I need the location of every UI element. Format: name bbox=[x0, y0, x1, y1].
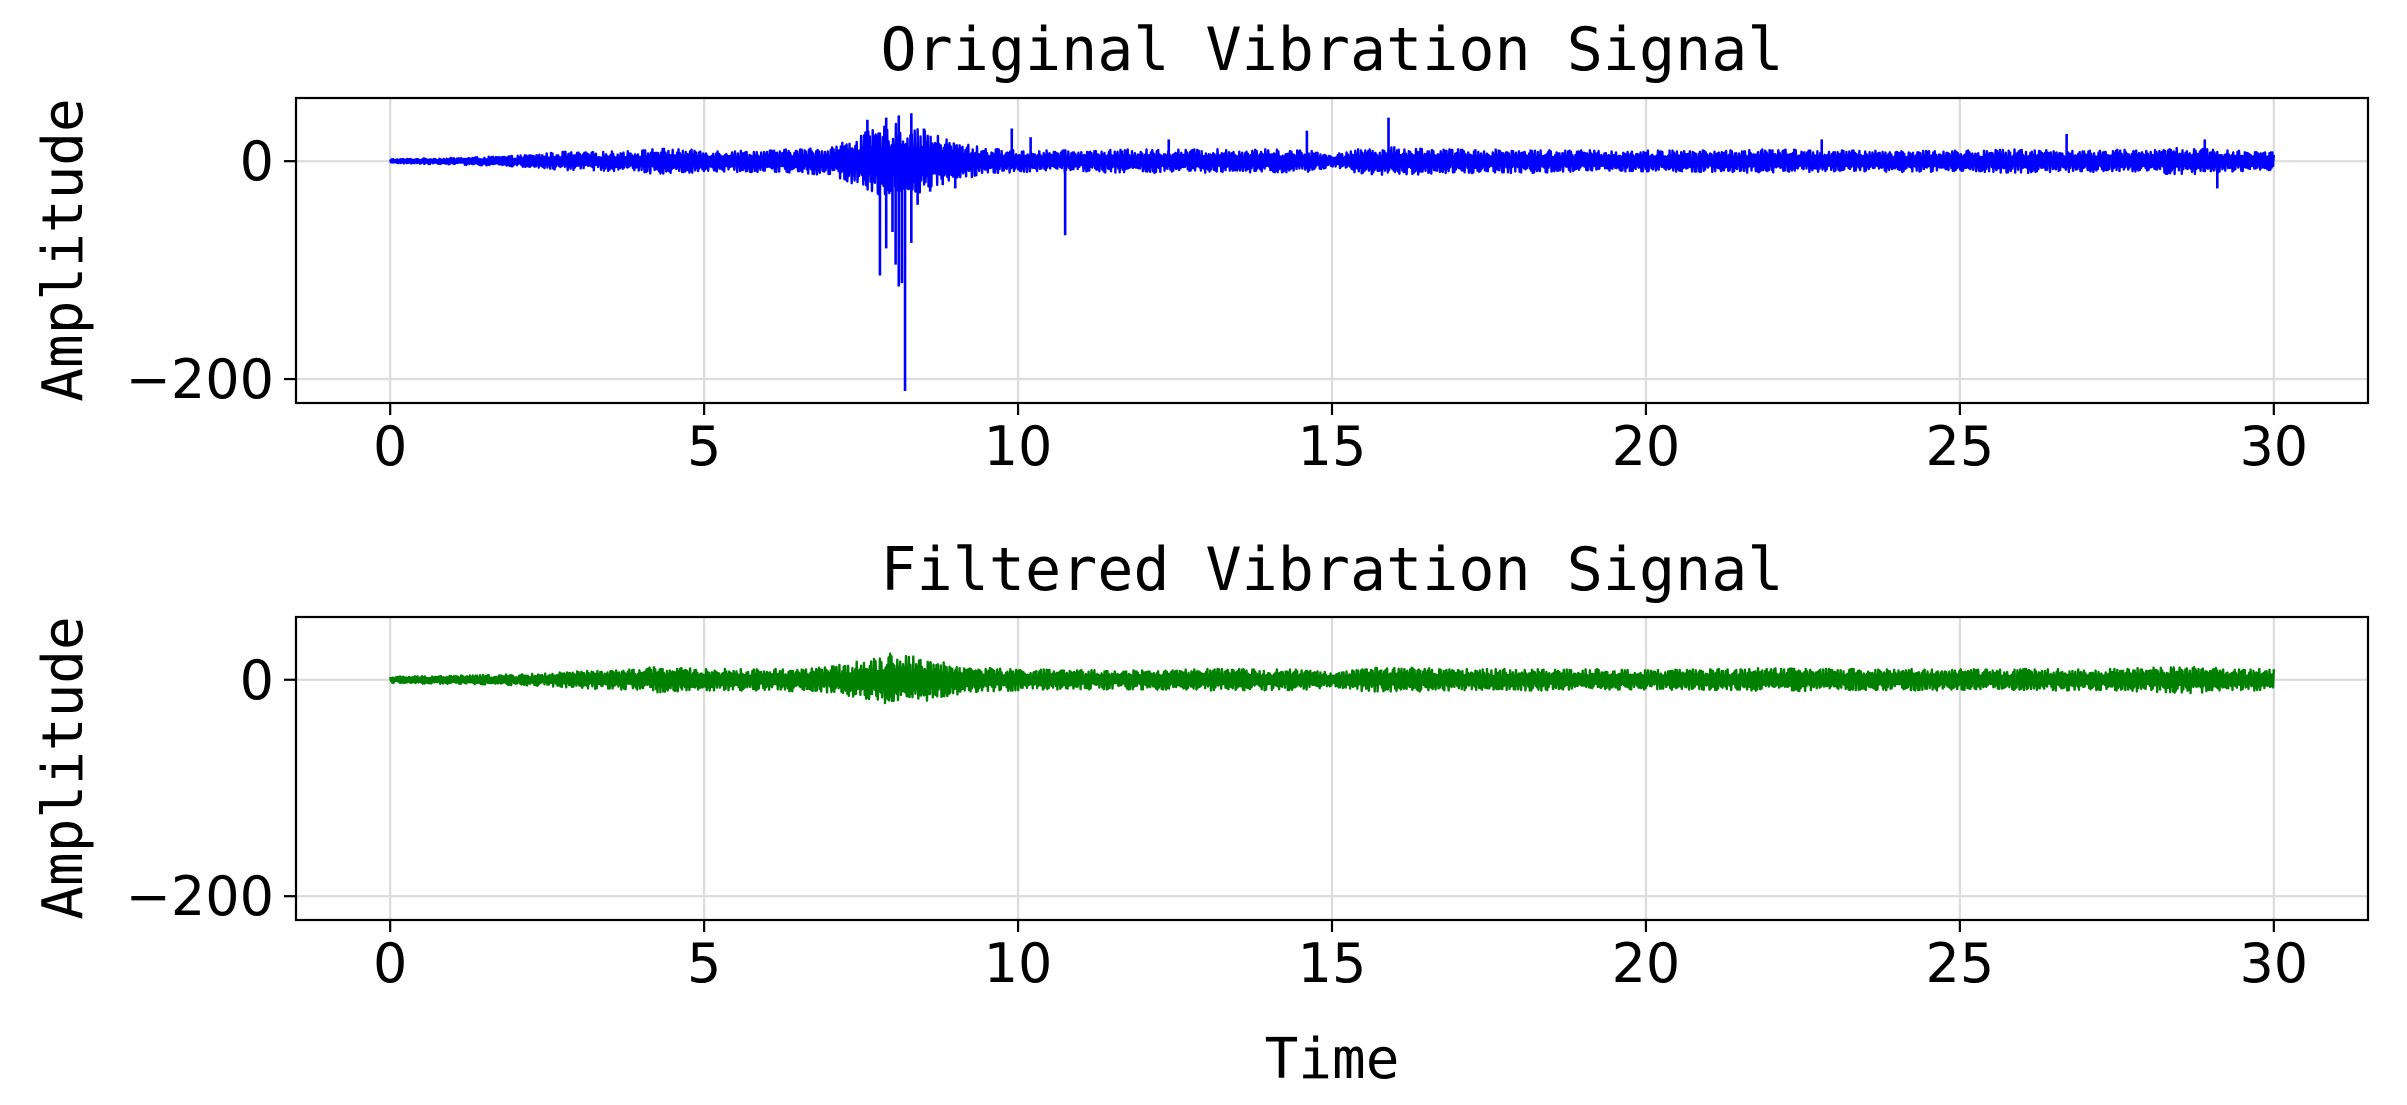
x-tick-label: 0 bbox=[373, 415, 407, 478]
x-tick-label: 25 bbox=[1926, 415, 1995, 478]
x-tick-label: 20 bbox=[1612, 932, 1681, 995]
y-axis-label-original: Amplitude bbox=[31, 98, 96, 401]
signal-trace bbox=[389, 652, 2275, 705]
signal-trace bbox=[389, 122, 2275, 197]
grid-original bbox=[296, 98, 2368, 403]
signal-filtered bbox=[389, 652, 2275, 705]
y-tick-label: −200 bbox=[126, 348, 274, 411]
x-axis-label-filtered: Time bbox=[1265, 1027, 1400, 1092]
x-tick-label: 10 bbox=[984, 415, 1053, 478]
x-tick-label: 30 bbox=[2239, 932, 2308, 995]
x-tick-label: 25 bbox=[1926, 932, 1995, 995]
panel-filtered: Filtered Vibration Signal 0 5 10 15 20 25 30 0 −… bbox=[31, 535, 2370, 1092]
ticks-filtered: 0 5 10 15 20 25 30 0 −200 bbox=[126, 649, 2309, 995]
x-tick-label: 0 bbox=[373, 932, 407, 995]
y-axis-label-filtered: Amplitude bbox=[31, 616, 96, 919]
y-tick-label: 0 bbox=[240, 649, 274, 712]
signal-original bbox=[389, 113, 2275, 392]
chart-title-filtered: Filtered Vibration Signal bbox=[880, 535, 1783, 605]
x-tick-label: 15 bbox=[1298, 415, 1367, 478]
ticks-original: 0 5 10 15 20 25 30 0 −200 bbox=[126, 130, 2309, 478]
y-tick-label: −200 bbox=[126, 865, 274, 928]
x-tick-label: 10 bbox=[984, 932, 1053, 995]
x-tick-label: 20 bbox=[1612, 415, 1681, 478]
x-tick-label: 5 bbox=[687, 415, 721, 478]
x-tick-label: 5 bbox=[687, 932, 721, 995]
chart-title-original: Original Vibration Signal bbox=[880, 15, 1783, 85]
panel-original: Original Vibration Signal 0 5 10 15 20 25 30 0 −… bbox=[31, 15, 2370, 478]
x-tick-label: 15 bbox=[1298, 932, 1367, 995]
x-tick-label: 30 bbox=[2239, 415, 2308, 478]
y-tick-label: 0 bbox=[240, 130, 274, 193]
grid-filtered bbox=[296, 617, 2368, 920]
